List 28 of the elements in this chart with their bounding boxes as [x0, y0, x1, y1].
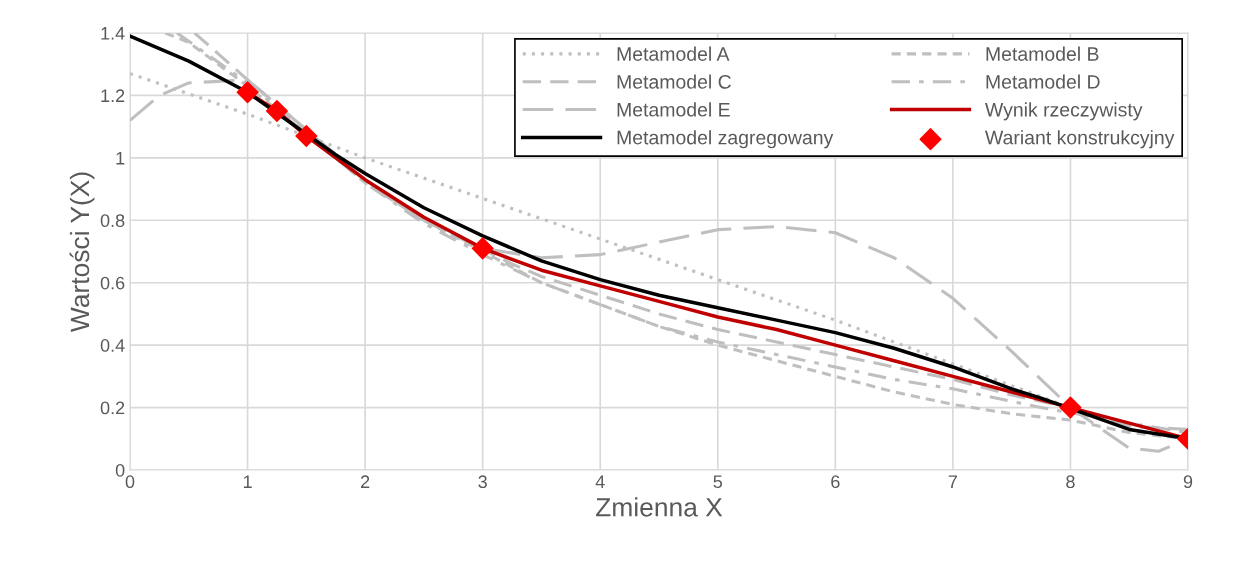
x-tick-label: 7: [948, 475, 957, 488]
y-tick-label: 0.6: [100, 276, 125, 290]
legend-label: Metamodel B: [986, 46, 1099, 61]
x-tick-label: 9: [1183, 475, 1193, 489]
y-tick-label: 0: [115, 463, 125, 477]
legend-label: Wariant konstrukcyjny: [985, 130, 1175, 149]
legend-label: Metamodel A: [617, 46, 730, 61]
x-tick-label: 3: [478, 475, 487, 489]
y-tick-label: 1.2: [101, 89, 125, 102]
y-tick-label: 0.4: [100, 339, 125, 352]
x-tick-label: 1: [243, 475, 252, 488]
legend-label: Wynik rzeczywisty: [985, 102, 1143, 121]
x-tick-label: 6: [831, 475, 840, 489]
x-tick-label: 0: [125, 475, 135, 489]
y-tick-label: 0.2: [100, 401, 125, 415]
x-tick-label: 4: [595, 475, 605, 488]
x-tick-label: 5: [713, 475, 723, 489]
y-tick-label: 1: [116, 151, 125, 165]
legend-label: Metamodel C: [617, 74, 731, 89]
x-tick-label: 2: [361, 475, 370, 488]
legend-label: Metamodel zagregowany: [617, 130, 834, 149]
y-tick-label: 1.4: [101, 27, 125, 40]
x-tick-label: 8: [1066, 475, 1075, 489]
legend-label: Metamodel D: [986, 74, 1100, 89]
y-axis-title: Wartości Y(X): [69, 172, 95, 333]
y-tick-label: 0.8: [100, 214, 125, 228]
legend-label: Metamodel E: [617, 102, 730, 117]
x-axis-title: Zmienna X: [596, 497, 723, 517]
